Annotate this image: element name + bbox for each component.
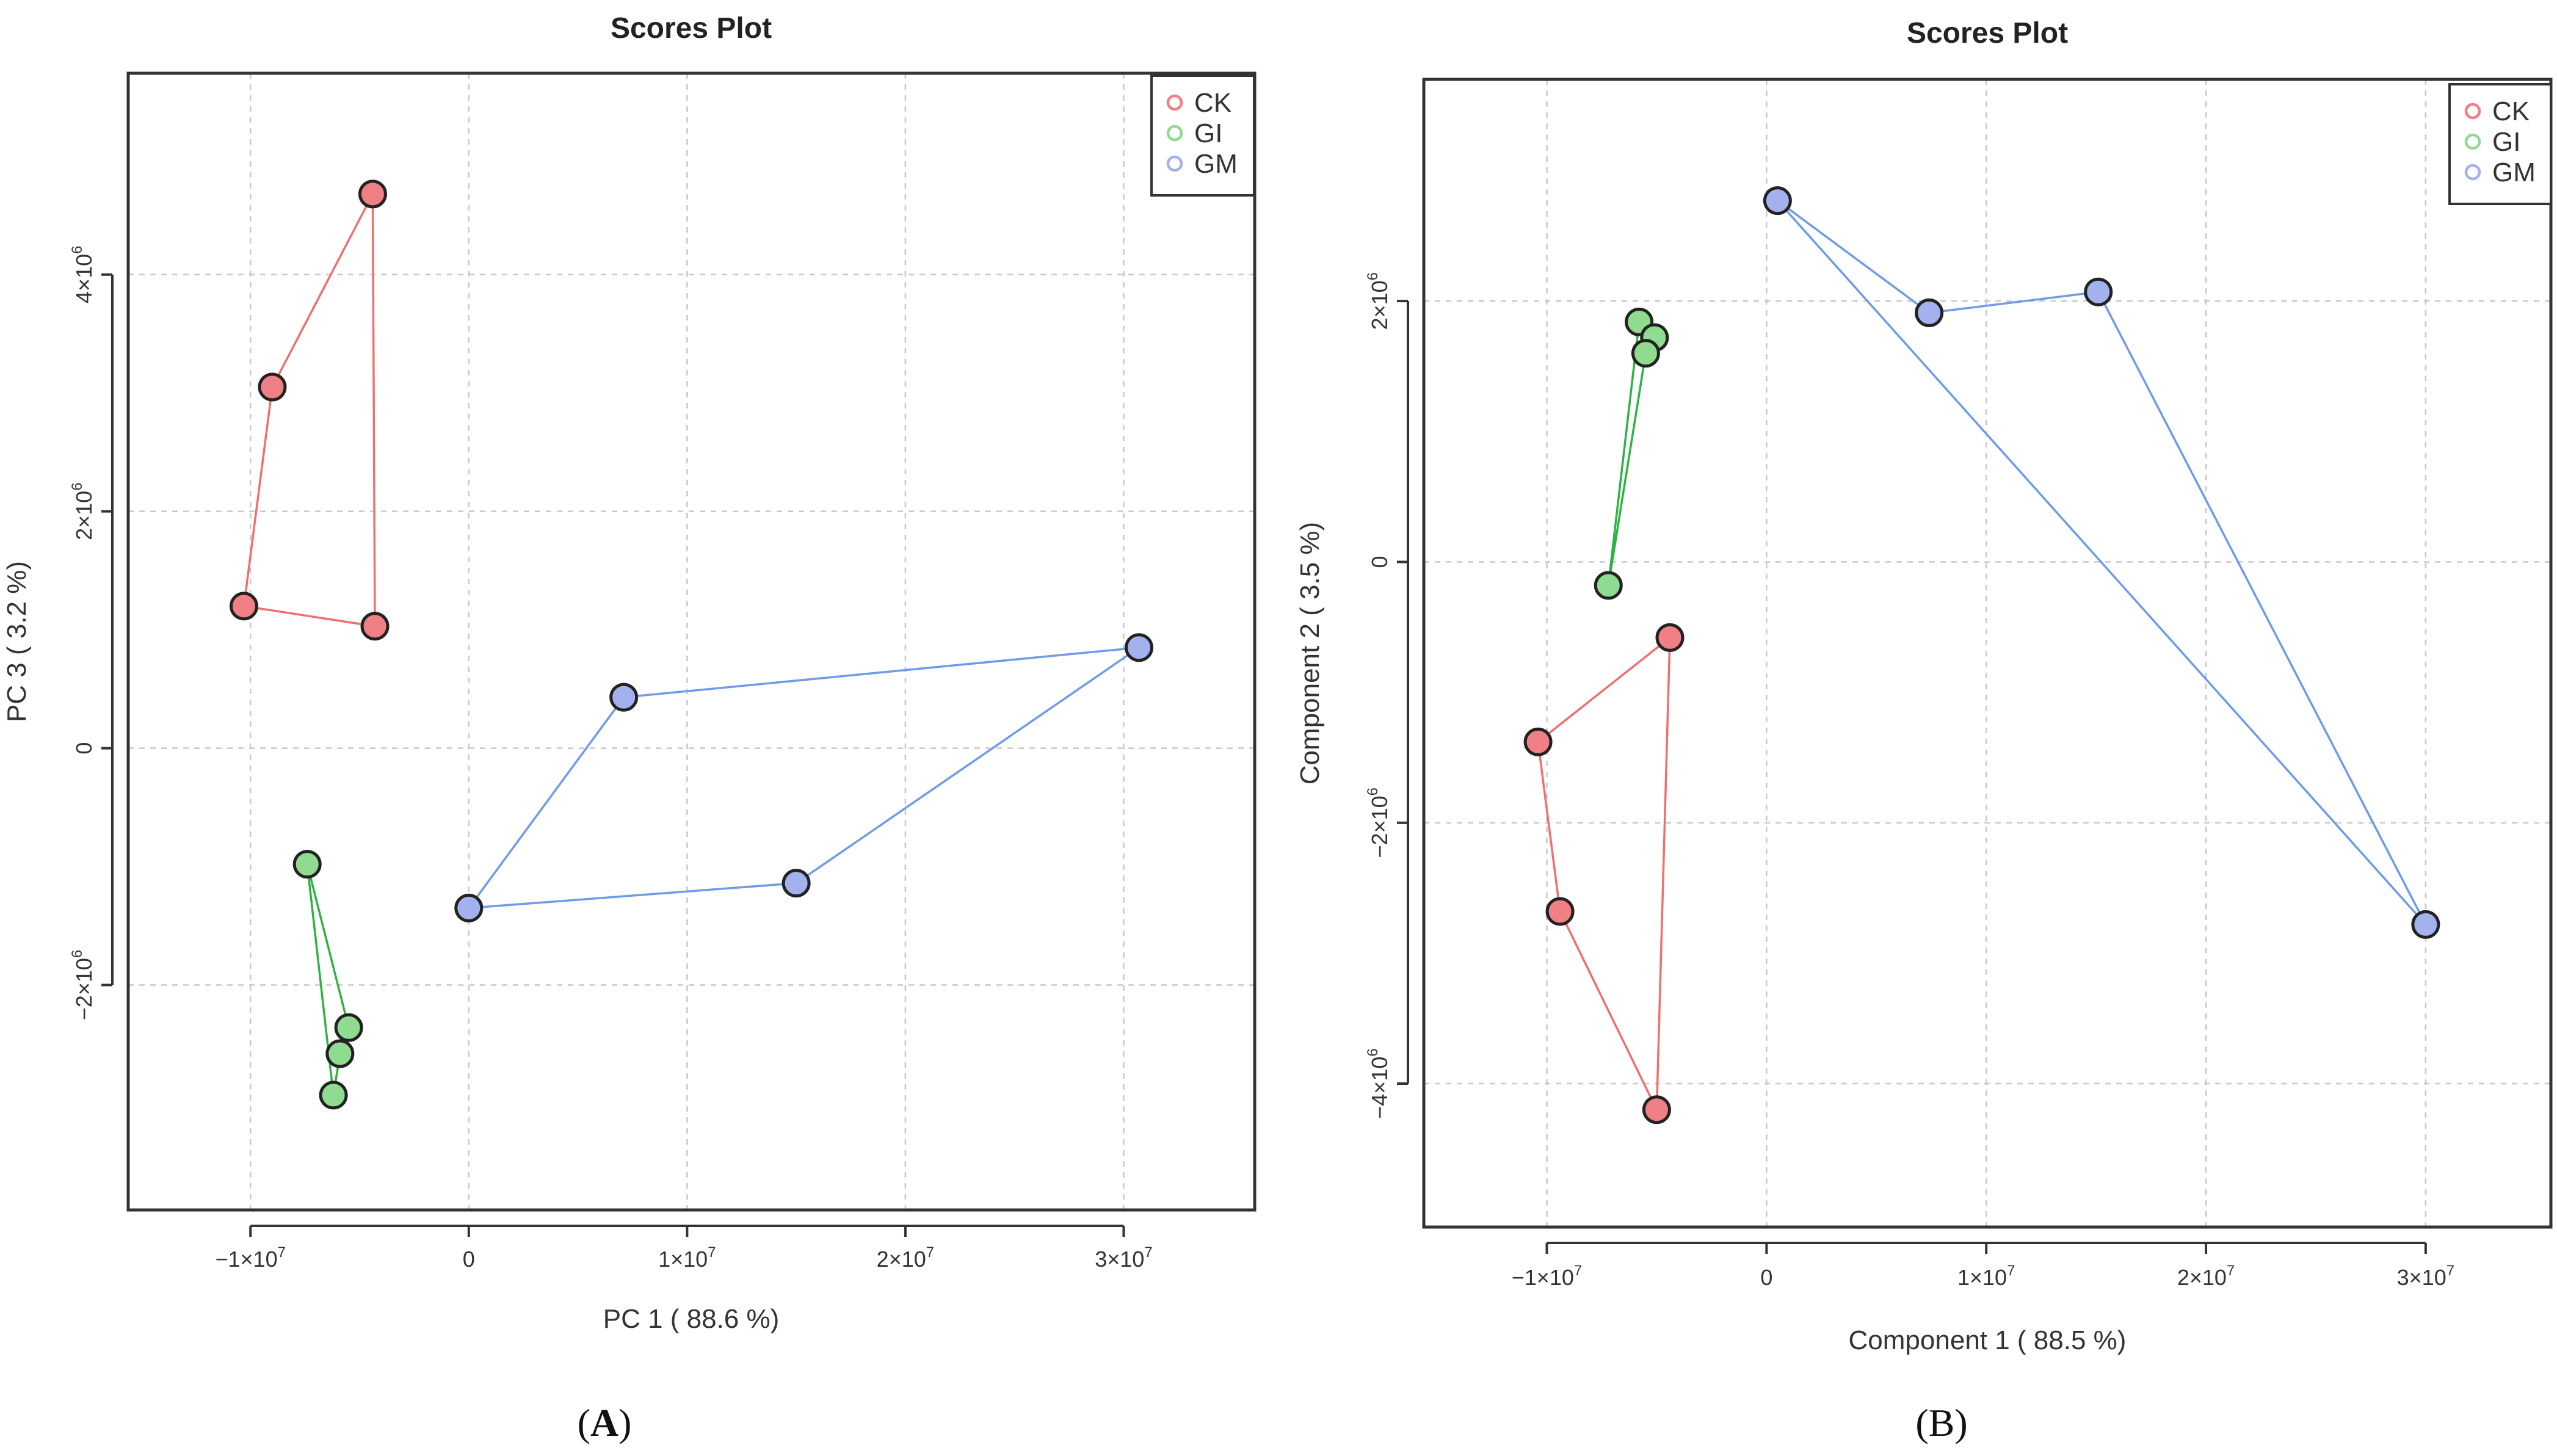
x-tick-label: 1×107 [1957,1262,2015,1290]
point-gm [2411,910,2440,939]
point-ck [358,179,387,209]
point-gm [1124,633,1153,662]
x-tick-label: 1×107 [658,1244,716,1272]
y-tick-label: −2×106 [69,950,96,1020]
y-tick-label: 2×106 [69,482,96,540]
point-gi [319,1081,348,1110]
plot-frame [1422,78,2553,1229]
chart-panel-b: Scores Plot −1×107 0 1×107 2×107 3×107 −4×106 −… [1295,17,2553,1444]
y-axis-title: PC 3 ( 3.2 %) [2,561,32,722]
x-tick-label: 2×107 [877,1244,934,1272]
point-ck [258,372,287,402]
legend-label-gm: GM [1194,149,1238,179]
y-tick-label: −4×106 [1365,1048,1392,1118]
x-tick-label: 0 [1760,1265,1772,1290]
point-gi [334,1013,363,1042]
x-axis-title: PC 1 ( 88.6 %) [603,1304,780,1334]
legend-marker-gm [2464,164,2481,181]
legend-label-gi: GI [1194,118,1222,148]
legend-marker-gm [1166,155,1183,172]
point-ck [1523,727,1553,756]
x-tick-label: 3×107 [2397,1262,2454,1290]
x-tick-label: 2×107 [2177,1262,2235,1290]
legend-label-gi: GI [2492,127,2520,157]
legend-label-ck: CK [2492,96,2530,126]
hull-ck [1537,635,1671,1110]
y-tick-label: 0 [1367,556,1392,568]
y-tick-label: 2×106 [1365,272,1392,330]
panel-label: (B) [1915,1401,1967,1444]
point-gi [292,850,322,879]
legend-label-ck: CK [1194,88,1231,118]
y-tick-label: 0 [71,742,96,755]
point-gi [1631,339,1660,368]
y-tick-label: 4×106 [69,246,96,303]
point-gi [325,1039,355,1068]
point-gi [1594,571,1623,600]
x-axis-title: Component 1 ( 88.5 %) [1849,1325,2127,1355]
legend-marker-gi [1166,125,1183,142]
point-gm [1915,298,1944,327]
chart-title: Scores Plot [611,12,772,45]
y-tick-label: −2×106 [1365,788,1392,858]
legend-marker-ck [1166,94,1183,111]
hull-ck [242,194,376,628]
point-ck [1655,623,1685,652]
point-gm [2084,277,2113,306]
x-tick-label: 3×107 [1095,1244,1152,1272]
legend-marker-ck [2464,103,2481,120]
plot-frame [126,71,1257,1212]
legend-marker-gi [2464,133,2481,150]
point-ck [230,592,259,621]
point-gm [782,869,811,898]
x-tick-label: −1×107 [1512,1262,1582,1290]
point-ck [1642,1095,1671,1125]
point-ck [1545,897,1575,926]
point-gm [1763,186,1792,216]
point-ck [360,612,390,641]
point-gm [454,893,484,922]
legend-label-gm: GM [2492,158,2536,187]
point-gm [609,683,639,712]
chart-panel-a: Scores Plot −1×107 0 1×107 2×107 3×107 −2×106 0… [2,12,1257,1444]
panel-label: (A) [578,1401,632,1444]
chart-title: Scores Plot [1907,17,2068,49]
x-tick-label: 0 [463,1247,475,1272]
x-tick-label: −1×107 [215,1244,285,1272]
y-axis-title: Component 2 ( 3.5 %) [1295,522,1325,784]
hull-gm [466,646,1144,910]
